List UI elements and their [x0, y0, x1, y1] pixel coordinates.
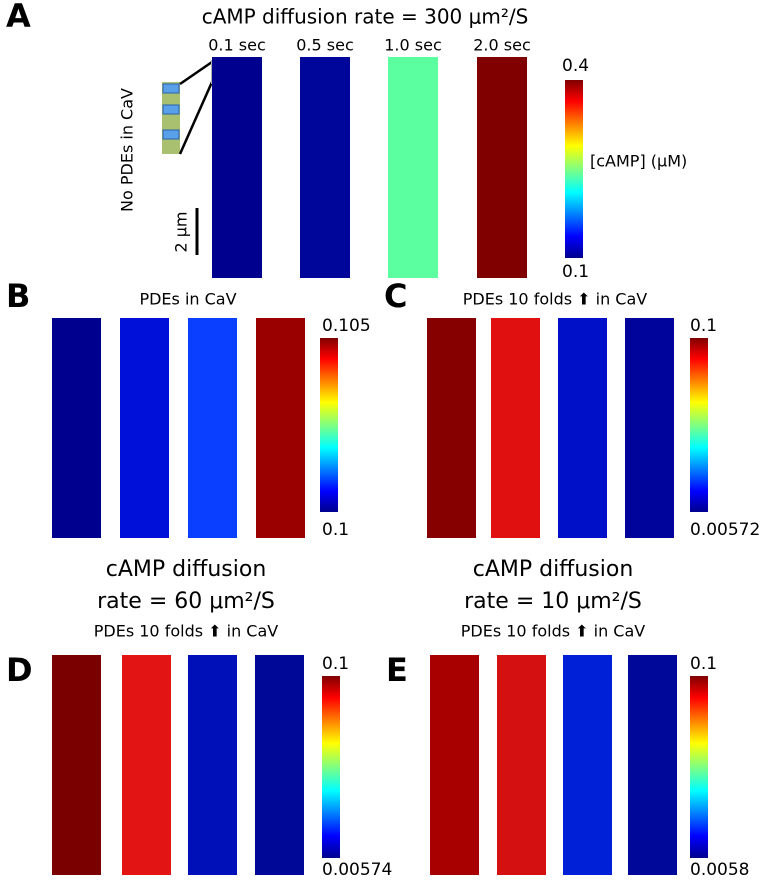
panel-title: cAMP diffusion [106, 557, 267, 582]
colorbar [690, 676, 708, 858]
concentration-bar [477, 57, 527, 278]
colorbar-max: 0.1 [322, 654, 349, 674]
concentration-bar [491, 318, 540, 538]
panel-label: C [384, 277, 407, 315]
colorbar-min: 0.00572 [690, 520, 760, 540]
colorbar [690, 338, 708, 512]
panel-label: D [6, 651, 33, 689]
concentration-bar [628, 655, 677, 875]
scale-label: 2 μm [172, 211, 191, 252]
colorbar-max: 0.4 [562, 56, 589, 76]
time-label: 0.5 sec [296, 36, 354, 55]
colorbar-max: 0.1 [690, 654, 717, 674]
concentration-bar [256, 318, 305, 538]
panel-title: PDEs 10 folds ⬆ in CaV [461, 622, 646, 641]
colorbar-min: 0.1 [322, 520, 349, 540]
colorbar-max: 0.105 [322, 316, 371, 336]
concentration-bar [388, 57, 438, 278]
panel-title: cAMP diffusion [473, 557, 634, 582]
concentration-bar [430, 655, 479, 875]
panel-label: E [386, 651, 408, 689]
concentration-bar [188, 318, 237, 538]
time-label: 1.0 sec [384, 36, 442, 55]
concentration-bar [188, 655, 237, 875]
colorbar-min: 0.1 [562, 262, 589, 282]
panel-title: rate = 60 μm²/S [97, 589, 275, 614]
concentration-bar [300, 57, 350, 278]
time-label: 2.0 sec [473, 36, 531, 55]
colorbar [565, 80, 583, 258]
panel-title: rate = 10 μm²/S [464, 589, 642, 614]
concentration-bar [563, 655, 612, 875]
concentration-bar [120, 318, 169, 538]
panel-title: PDEs in CaV [139, 290, 236, 309]
colorbar-label: [cAMP] (μM) [590, 152, 687, 171]
colorbar-min: 0.00574 [322, 860, 392, 880]
concentration-bar [427, 318, 476, 538]
time-label: 0.1 sec [208, 36, 266, 55]
panel-label: A [6, 0, 31, 35]
concentration-bar [212, 57, 262, 278]
concentration-bar [625, 318, 674, 538]
concentration-bar [558, 318, 607, 538]
concentration-bar [52, 655, 101, 875]
colorbar-max: 0.1 [690, 316, 717, 336]
panel-title: PDEs 10 folds ⬆ in CaV [94, 622, 279, 641]
panel-title: cAMP diffusion rate = 300 μm²/S [202, 5, 529, 29]
concentration-bar [255, 655, 304, 875]
colorbar [322, 676, 340, 858]
side-label: No PDEs in CaV [118, 88, 137, 212]
concentration-bar [52, 318, 101, 538]
colorbar [320, 338, 338, 512]
panel-label: B [6, 277, 30, 315]
panel-title: PDEs 10 folds ⬆ in CaV [463, 290, 648, 309]
concentration-bar [497, 655, 546, 875]
concentration-bar [122, 655, 171, 875]
colorbar-min: 0.0058 [690, 860, 749, 880]
